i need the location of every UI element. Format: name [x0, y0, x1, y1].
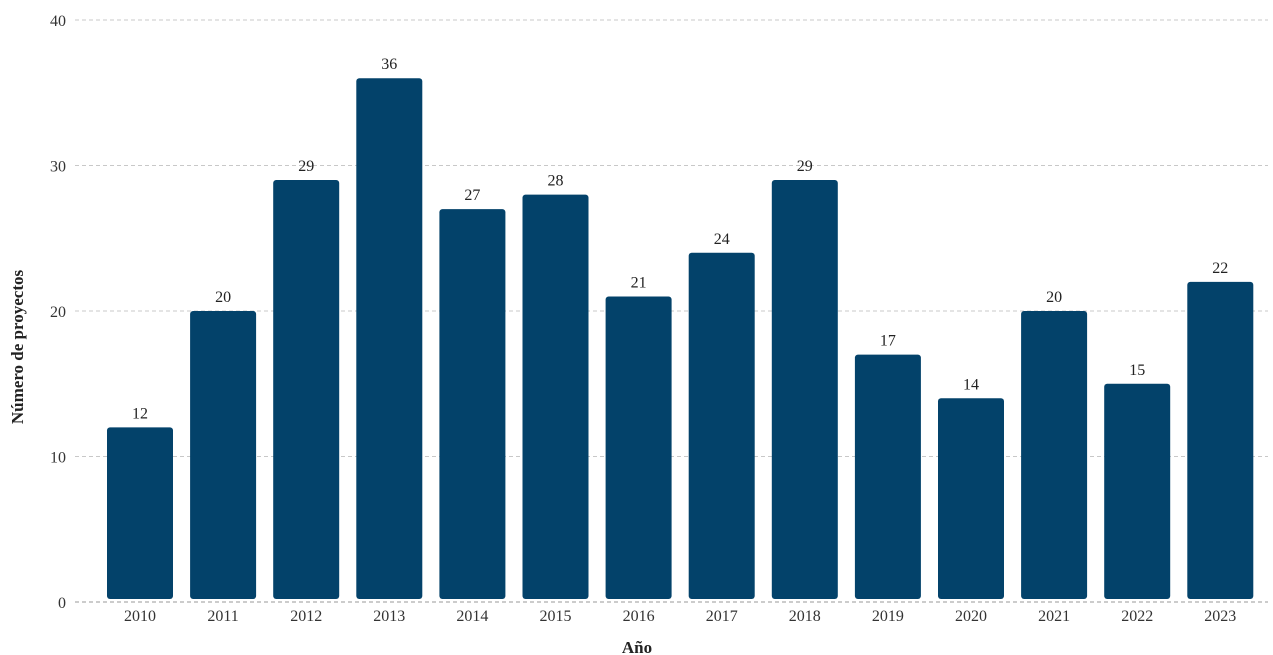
data-label-2011: 20	[215, 289, 231, 306]
bar-2023	[1187, 281, 1254, 599]
data-label-2016: 21	[631, 274, 647, 291]
data-label-2021: 20	[1046, 289, 1062, 306]
x-tick-label-2017: 2017	[706, 608, 738, 625]
y-tick-label: 30	[50, 159, 66, 176]
bar-2014	[439, 209, 506, 599]
x-tick-label-2023: 2023	[1204, 608, 1236, 625]
x-tick-label-2018: 2018	[789, 608, 821, 625]
data-labels: 12 20 29 36 27 28 21 24 29 17 14 20 15 22	[132, 56, 1228, 422]
x-axis-title: Año	[622, 638, 652, 655]
data-label-2022: 15	[1129, 362, 1145, 379]
bar-2010	[107, 427, 173, 599]
data-label-2014: 27	[464, 187, 480, 204]
x-axis-ticks: 2010 2011 2012 2013 2014 2015 2016 2017 2018 2019…	[124, 608, 1236, 625]
bar-2020	[938, 398, 1004, 599]
y-tick-label: 20	[50, 304, 66, 321]
data-label-2023: 22	[1212, 260, 1228, 277]
y-tick-label: 40	[50, 13, 66, 30]
bar-2016	[605, 296, 672, 599]
x-tick-label-2012: 2012	[290, 608, 322, 625]
x-tick-label-2015: 2015	[540, 608, 572, 625]
x-tick-label-2019: 2019	[872, 608, 904, 625]
y-tick-label: 0	[58, 595, 66, 612]
x-tick-label-2021: 2021	[1038, 608, 1070, 625]
y-axis-title: Número de proyectos	[8, 270, 27, 425]
y-tick-label: 10	[50, 450, 66, 467]
x-tick-label-2010: 2010	[124, 608, 156, 625]
data-label-2015: 28	[548, 173, 564, 190]
data-label-2017: 24	[714, 231, 730, 248]
bar-2012	[273, 180, 340, 600]
data-label-2013: 36	[381, 56, 397, 73]
bar-2011	[190, 311, 257, 599]
x-tick-label-2013: 2013	[373, 608, 405, 625]
x-tick-label-2014: 2014	[456, 608, 488, 625]
bar-2019	[854, 354, 921, 599]
bar-2021	[1021, 311, 1088, 599]
x-tick-label-2011: 2011	[207, 608, 238, 625]
bar-2015	[522, 194, 589, 599]
bar-2013	[356, 78, 423, 599]
y-axis-ticks: 0 10 20 30 40	[50, 13, 66, 612]
data-label-2012: 29	[298, 158, 314, 175]
data-label-2020: 14	[963, 376, 979, 393]
x-tick-label-2020: 2020	[955, 608, 987, 625]
bars	[107, 78, 1254, 600]
bar-2022	[1104, 383, 1171, 599]
data-label-2010: 12	[132, 405, 148, 422]
x-tick-label-2022: 2022	[1121, 608, 1153, 625]
bar-2018	[771, 180, 838, 600]
data-label-2019: 17	[880, 333, 896, 350]
x-tick-label-2016: 2016	[623, 608, 655, 625]
data-label-2018: 29	[797, 158, 813, 175]
bar-2017	[688, 252, 755, 600]
